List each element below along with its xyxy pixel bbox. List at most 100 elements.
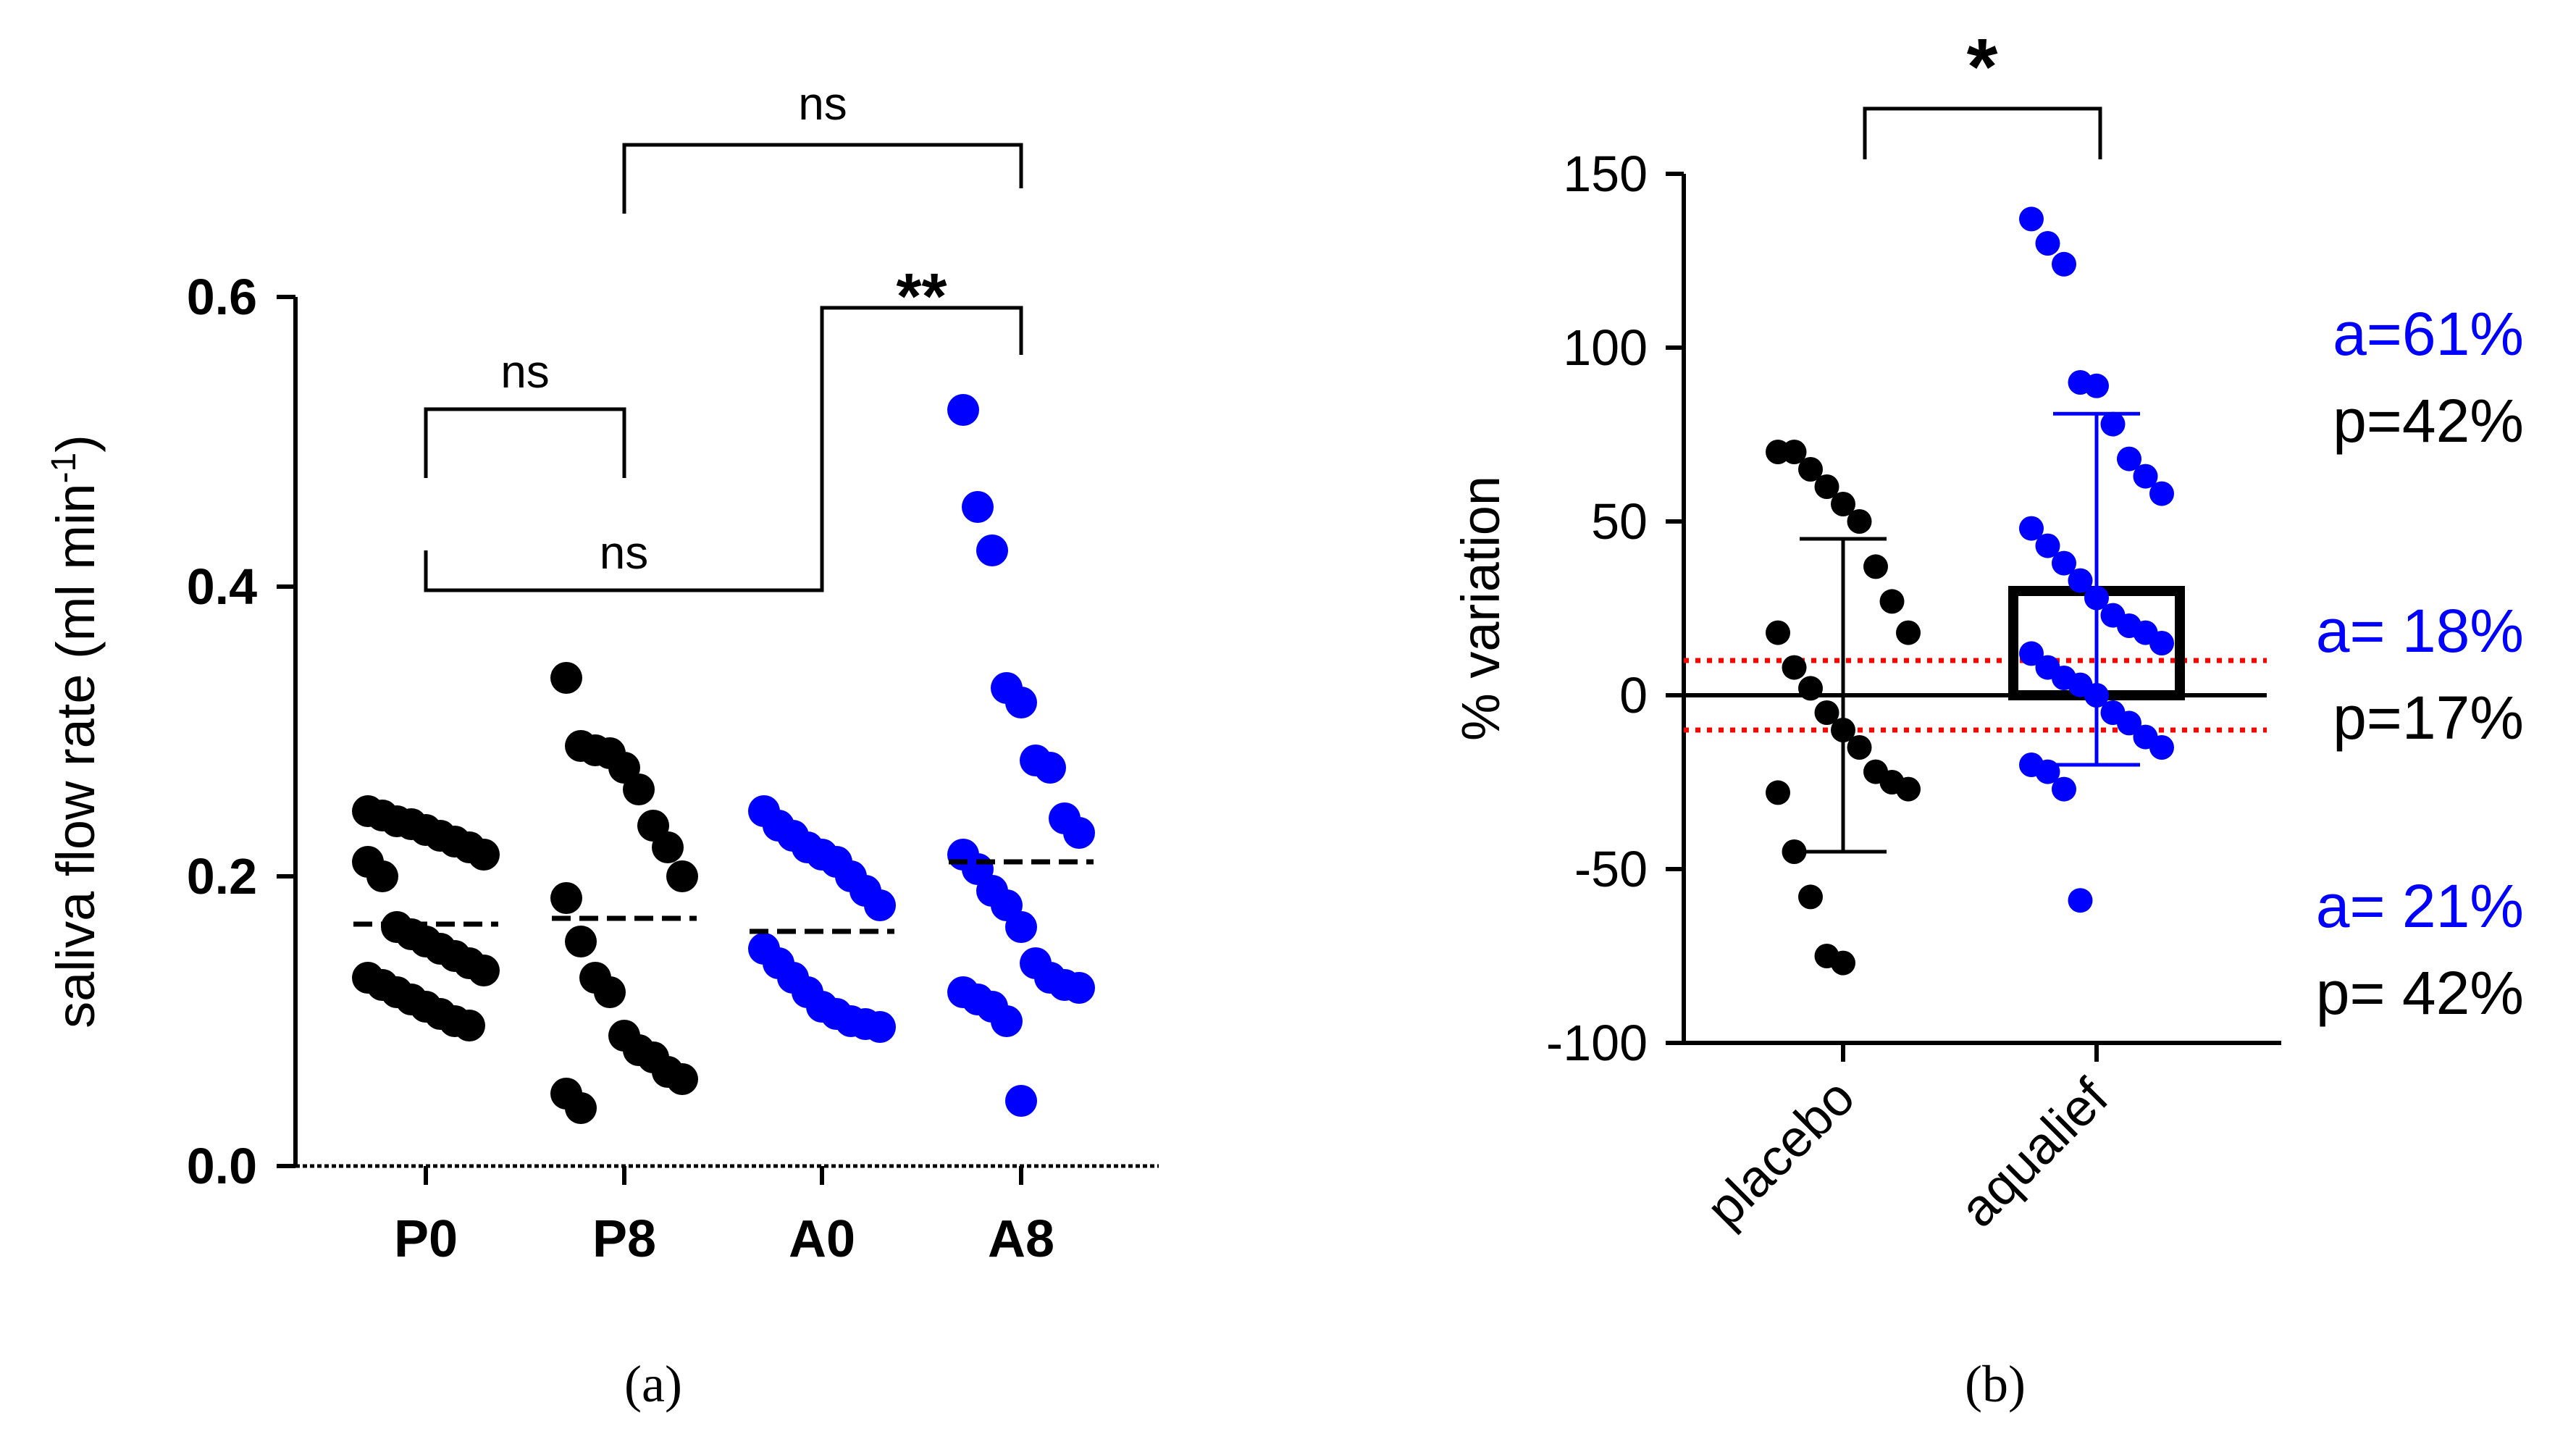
panel-a-significance-bracket [424,407,626,478]
panel-b-data-point [1814,474,1839,499]
panel-a-y-label-sup: -1 [45,453,83,484]
panel-b-significance-label: * [1967,22,1998,112]
panel-b-side-labels: a=61% p=42% a= 18% p=17% a= 21% p= 42% [2316,300,2524,1027]
panel-b-data-point [2035,231,2060,256]
panel-b-data-point [1782,839,1807,864]
panel-a-y-tick-label: 0.2 [187,848,257,905]
panel-b-y-axis-label: % variation [1451,476,1511,741]
panel-b-data-point [1831,492,1855,516]
panel-a-caption: (a) [624,1355,682,1413]
panel-b-data-point [2100,411,2126,437]
panel-b-data-point [1863,554,1888,579]
panel-a-x-labels: P0 P8 A0 A8 [394,1166,1054,1268]
panel-b-y-ticks: -100 -50 0 50 100 150 [1546,146,2281,1071]
panel-b-y-tick-label: -50 [1574,841,1648,897]
panel-b-data-point [2149,481,2174,506]
panel-a-data-point [468,839,500,871]
panel-a-means [353,859,1094,934]
panel-a-x-tick-label: A0 [789,1210,855,1268]
panel-b-y-tick-label: 100 [1563,319,1648,376]
panel-b-data-point [2052,251,2076,277]
panel-a-significance-bracket [424,550,824,592]
panel-a-data-point [991,1005,1023,1037]
panel-b-data-point [2068,568,2093,593]
panel-a-data-point [864,1011,896,1043]
panel-a-significance-label: ns [500,345,550,398]
panel-a-significance-label: ns [798,77,847,130]
panel-b-data-point [1896,620,1921,645]
panel-a-y-tick-label: 0.4 [187,558,257,615]
panel-a-data-point [594,976,626,1008]
panel-a-x-tick-label: A8 [988,1210,1054,1268]
panel-a-y-ticks: 0.0 0.2 0.4 0.6 [187,269,295,1194]
panel-b-data-point [2117,446,2141,471]
panel-a-data-point [666,860,698,892]
panel-b-data-point [1782,440,1807,464]
panel-a-y-label-close: ) [46,435,106,453]
panel-a-significance-bracket [820,306,1023,550]
panel-a-data-point [1005,687,1037,718]
panel-b-data-point [1798,676,1823,701]
panel-a-y-label-main: saliva flow rate (ml min [46,483,106,1028]
panel-a-data-point [962,491,994,523]
panel-a-data-point [565,926,597,957]
panel-a-data-point [1034,752,1066,784]
panel-a-data-point [1063,972,1095,1004]
panel-b-data-point [1766,620,1790,645]
panel-b-points [1766,206,2174,976]
panel-b-data-point [1847,509,1872,534]
panel-a-points [352,394,1095,1124]
panel-b-data-point [1847,735,1872,760]
panel-b-data-point [2035,533,2060,558]
panel-b-data-point [2149,631,2174,655]
panel-b-side-label-p: p= 42% [2316,959,2524,1027]
panel-b-side-label-p: p=17% [2333,684,2524,752]
panel-b-data-point [2052,776,2076,802]
panel-a-y-tick-label: 0.0 [187,1138,257,1194]
panel-a-data-point [550,662,582,694]
panel-b-data-point [2019,641,2044,666]
panel-a-significance-bracket [622,143,1023,214]
panel-a-data-point [1005,911,1037,943]
panel-b-data-point [1782,655,1807,680]
panel-b-data-point [2052,550,2076,576]
panel-a-data-point [623,773,655,805]
panel-a-brackets: ns ns ** ns [424,77,1023,592]
panel-b-data-point [1766,780,1790,805]
panel-b-data-point [2149,735,2174,760]
panel-a-data-point [976,534,1008,566]
panel-b-y-tick-label: 150 [1563,146,1648,202]
panel-a-data-point [565,1092,597,1124]
panel-a-data-point [666,1063,698,1095]
panel-b-error-bars [1800,411,2140,854]
panel-a-x-tick-label: P0 [394,1210,458,1268]
panel-a-x-tick-label: P8 [592,1210,656,1268]
panel-a-data-point [652,831,684,863]
panel-a-data-point [366,860,398,892]
panel-b-caption: (b) [1965,1355,2026,1413]
panel-a-significance-label: ** [896,261,947,333]
panel-b-side-label-p: p=42% [2333,387,2524,455]
panel-b-y-tick-label: 50 [1591,493,1648,550]
panel-b-side-label-a: a= 18% [2316,597,2524,665]
panel-a-data-point [468,955,500,986]
panel-b-data-point [1879,589,1905,614]
panel-a-significance-label: ns [600,527,649,579]
panel-a-data-point [453,1010,485,1041]
panel-a-data-point [1005,1085,1037,1117]
panel-b-data-point [2133,464,2158,489]
panel-b-data-point [2019,206,2044,232]
panel-b-data-point [2084,373,2109,398]
panel-a-y-tick-label: 0.6 [187,269,257,325]
panel-a-y-axis-label: saliva flow rate (ml min-1) [45,435,106,1028]
panel-b-side-label-a: a= 21% [2316,872,2524,940]
panel-b-side-label-a: a=61% [2333,300,2524,368]
panel-b-data-point [2068,888,2093,913]
panel-b-y-tick-label: -100 [1546,1015,1648,1071]
panel-a: 0.0 0.2 0.4 0.6 P0 P8 A0 A8 ns ns ** ns saliva fl… [45,77,1159,1413]
panel-b-data-point [1896,776,1921,802]
panel-b-data-point [2117,710,2141,736]
panel-b-data-point [1798,457,1823,482]
